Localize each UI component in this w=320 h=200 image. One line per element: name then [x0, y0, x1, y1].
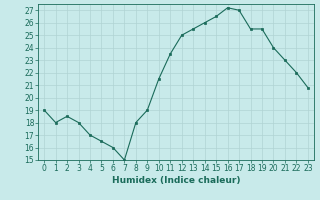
X-axis label: Humidex (Indice chaleur): Humidex (Indice chaleur) [112, 176, 240, 185]
